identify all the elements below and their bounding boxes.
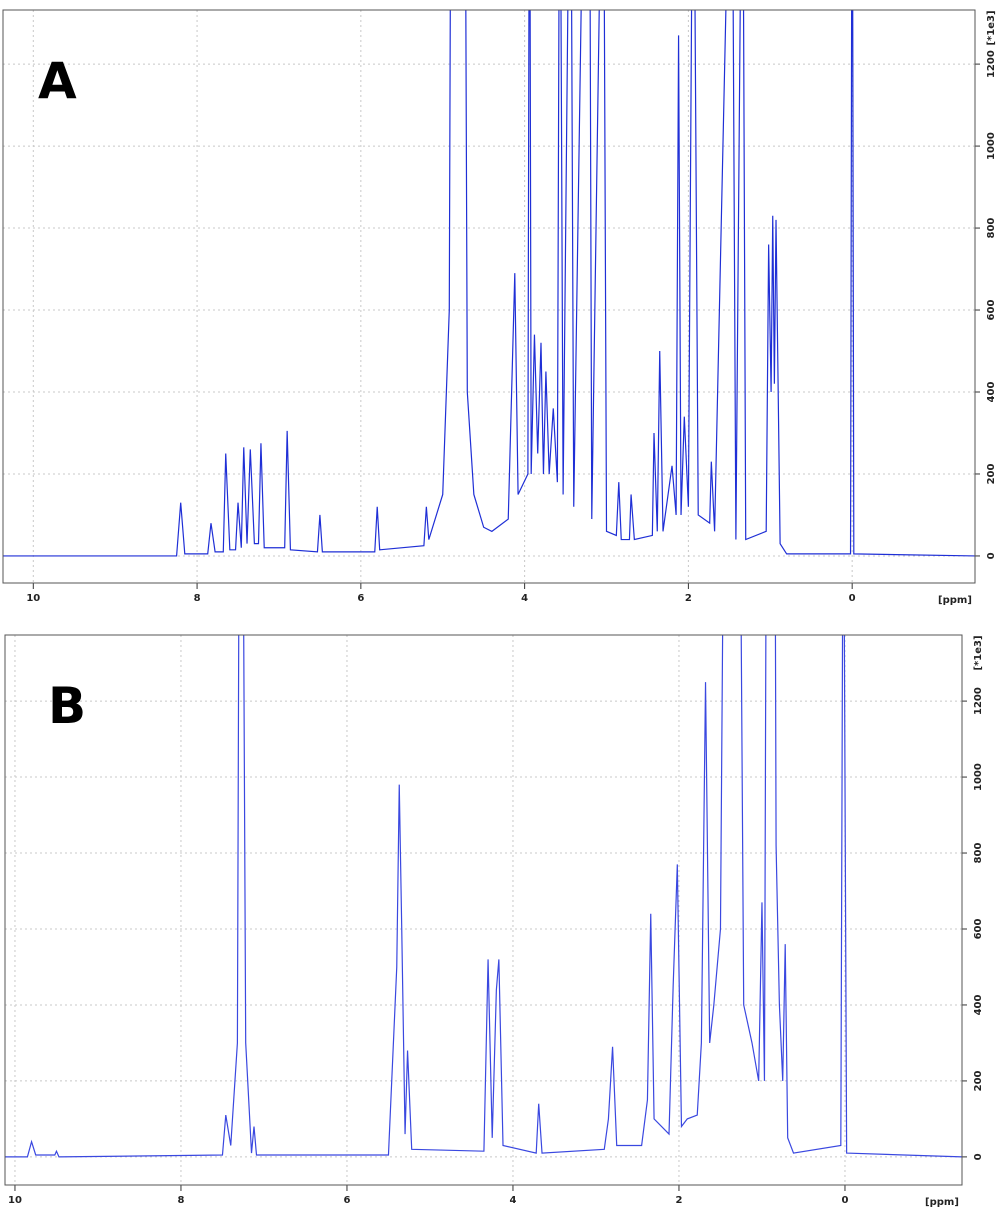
x-tick-label: 2: [675, 1195, 682, 1206]
chart-b: 0 200 400 600 800 1000 1200 10 8 6 4 2 0 [ppm] [*1e3] B: [4, 634, 984, 1208]
y-tick-label: 0: [973, 1153, 984, 1160]
x-tick-label: 8: [177, 1195, 184, 1206]
x-axis-label: [ppm]: [938, 595, 972, 605]
x-tick-label: 4: [521, 593, 528, 604]
y-tick-label: 200: [973, 1070, 984, 1091]
y-tick-label: 1200: [986, 50, 997, 78]
spectrum-line: [3, 10, 975, 557]
y-tick-label: 600: [973, 919, 984, 940]
x-tick-label: 2: [685, 593, 692, 604]
y-tick-label: 200: [986, 463, 997, 484]
x-axis-label: [ppm]: [925, 1197, 959, 1208]
x-tick-label: 8: [194, 593, 201, 604]
y-tick-label: 800: [973, 843, 984, 864]
y-tick-label: 1000: [986, 132, 997, 160]
x-tick-label: 10: [26, 593, 40, 604]
plot-frame: [4, 634, 963, 1186]
y-tick-label: 400: [973, 994, 984, 1015]
y-tick-label: 800: [986, 218, 997, 239]
y-tick-label: 600: [986, 300, 997, 321]
y-axis-label: [*1e3]: [986, 10, 997, 45]
spectrum-line: [5, 635, 962, 1158]
panel-label: A: [38, 52, 77, 110]
x-tick-label: 0: [849, 593, 856, 604]
x-tick-label: 6: [343, 1195, 350, 1206]
x-tick-label: 4: [509, 1195, 516, 1206]
chart-a: 0 200 400 600 800 1000 1200 10 8 6 4 2 0 [ppm] [*1e3] A: [2, 9, 997, 605]
x-tick-label: 0: [841, 1195, 848, 1206]
x-tick-label: 10: [8, 1195, 22, 1206]
y-tick-label: 0: [986, 552, 997, 559]
plot-frame: [2, 9, 976, 584]
y-axis-label: [*1e3]: [973, 635, 984, 670]
x-tick-label: 6: [357, 593, 364, 604]
y-tick-label: 1000: [973, 763, 984, 791]
y-tick-label: 400: [986, 382, 997, 403]
panel-label: B: [48, 677, 86, 735]
y-tick-label: 1200: [973, 687, 984, 715]
